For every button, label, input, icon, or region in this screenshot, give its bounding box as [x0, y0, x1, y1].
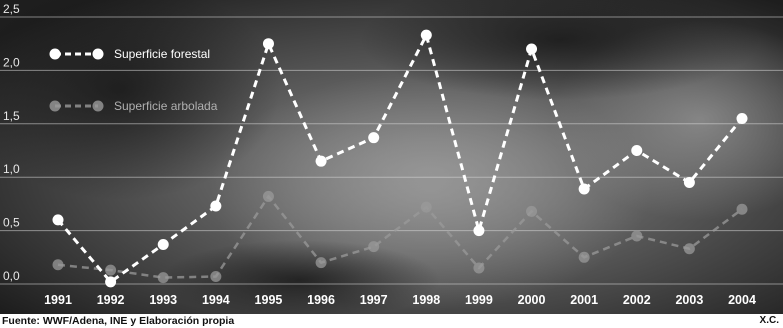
- x-tick-label: 2001: [570, 293, 598, 307]
- data-point: [736, 203, 748, 215]
- y-tick-label: 0,0: [3, 269, 20, 283]
- data-point: [420, 201, 432, 213]
- x-tick-label: 1997: [360, 293, 388, 307]
- data-point: [473, 262, 485, 274]
- x-tick-label: 1995: [255, 293, 283, 307]
- x-tick-label: 1996: [307, 293, 335, 307]
- series-1: [52, 29, 748, 288]
- x-tick-label: 2002: [623, 293, 651, 307]
- x-tick-label: 1991: [44, 293, 72, 307]
- x-tick-label: 2004: [728, 293, 756, 307]
- data-point: [526, 205, 538, 217]
- legend-marker: [92, 48, 104, 60]
- chart-area: 0,0 0,5 1,0 1,5 2,0 2,5 1991 1992 1993 1994 1995 1…: [0, 0, 783, 314]
- data-point: [683, 177, 695, 189]
- legend-marker: [49, 100, 61, 112]
- series-lines: [52, 29, 748, 288]
- data-point: [105, 264, 117, 276]
- data-point: [578, 183, 590, 195]
- x-tick-label: 1992: [97, 293, 125, 307]
- gridlines: [0, 16, 783, 285]
- author-credit: X.C.: [759, 315, 779, 326]
- data-point: [210, 200, 222, 212]
- source-note: Fuente: WWF/Adena, INE y Elaboración pro…: [2, 315, 235, 327]
- data-point: [631, 145, 643, 156]
- data-point: [526, 43, 538, 55]
- x-tick-label: 2000: [518, 293, 546, 307]
- y-tick-label: 2,0: [3, 55, 20, 69]
- data-point: [368, 241, 380, 253]
- data-point: [105, 276, 117, 288]
- line-chart: 0,00,51,01,52,02,5 1991 1992 1993 1994 1995 1…: [0, 0, 783, 314]
- series-2: [52, 190, 748, 284]
- legend-marker: [49, 48, 61, 60]
- data-point: [157, 272, 169, 284]
- x-tick-label: 1994: [202, 293, 230, 307]
- y-tick-label: 1,5: [3, 109, 20, 123]
- legend-marker: [92, 100, 104, 112]
- x-tick-label: 1998: [412, 293, 440, 307]
- data-point: [262, 190, 274, 202]
- x-tick-labels: 1991 1992 1993 1994 1995 1996 1997 1998 1999 2000…: [44, 293, 756, 307]
- data-point: [736, 112, 748, 124]
- data-point: [210, 271, 222, 283]
- data-point: [578, 251, 590, 263]
- series-line: [57, 195, 743, 279]
- footer: Fuente: WWF/Adena, INE y Elaboración pro…: [0, 314, 783, 328]
- data-point: [473, 225, 485, 237]
- series-line: [56, 33, 744, 284]
- data-point: [315, 155, 327, 167]
- x-tick-label: 1993: [149, 293, 177, 307]
- legend: Superficie forestal Superficie arbolada: [49, 47, 218, 113]
- data-point: [631, 230, 643, 242]
- data-point: [368, 132, 380, 144]
- legend-entry: Superficie arbolada: [49, 99, 218, 113]
- data-point: [52, 259, 64, 271]
- data-point: [52, 214, 64, 226]
- y-tick-label: 2,5: [3, 2, 20, 16]
- data-point: [315, 257, 327, 269]
- legend-entry: Superficie forestal: [49, 47, 210, 61]
- data-point: [683, 243, 695, 255]
- x-tick-label: 1999: [465, 293, 493, 307]
- legend-label: Superficie arbolada: [114, 99, 218, 113]
- y-tick-labels: 0,0 0,5 1,0 1,5 2,0 2,5: [3, 2, 20, 283]
- y-tick-label: 1,0: [3, 162, 20, 176]
- data-point: [420, 29, 432, 41]
- legend-label: Superficie forestal: [114, 47, 210, 61]
- y-tick-label: 0,5: [3, 216, 20, 230]
- data-point: [262, 38, 274, 50]
- x-tick-label: 2003: [675, 293, 703, 307]
- data-point: [157, 238, 169, 250]
